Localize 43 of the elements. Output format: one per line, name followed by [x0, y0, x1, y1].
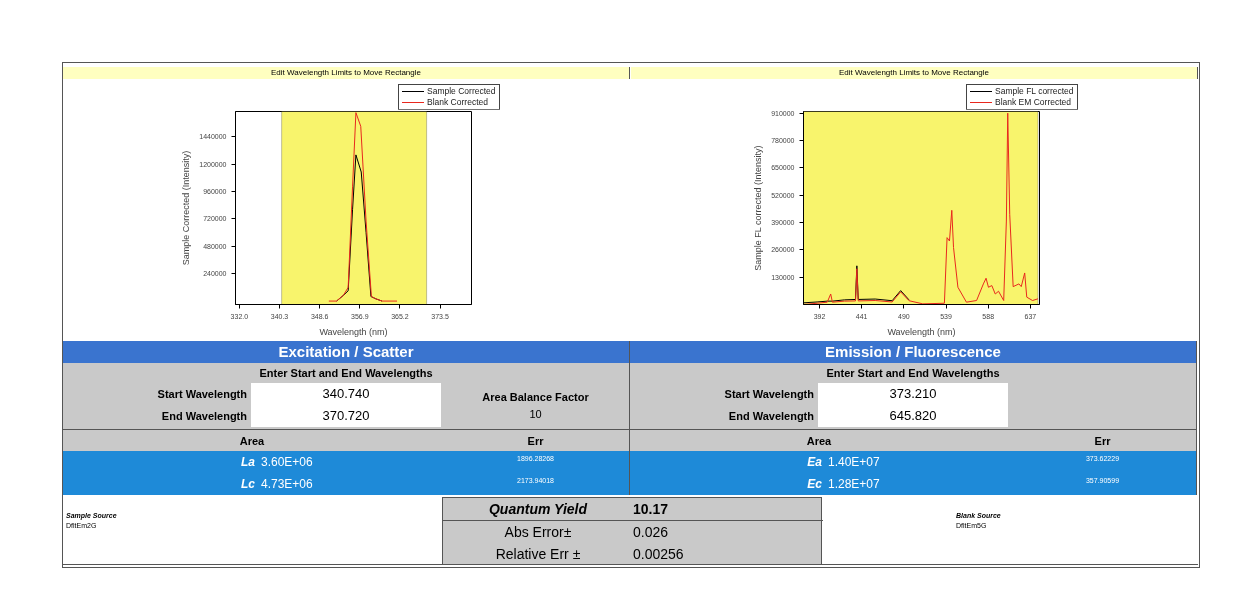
x-axis-title: Wavelength (nm) — [319, 326, 388, 337]
text: End Wavelength — [727, 409, 815, 424]
y-axis-title: Sample FL corrected (Intensity) — [753, 145, 764, 271]
text: Area Balance Factor — [481, 390, 590, 405]
text: Err — [526, 434, 545, 449]
text: Enter Start and End Wavelengths — [63, 363, 629, 383]
text: Quantum Yield — [443, 498, 633, 521]
text: Start Wavelength — [156, 387, 248, 402]
text: 370.720 — [251, 405, 441, 427]
text: 1.40E+07 — [828, 454, 881, 471]
text: 1.28E+07 — [828, 476, 881, 493]
chart-title: Edit Wavelength Limits to Move Rectangle — [631, 67, 1198, 79]
text: 0.026 — [633, 523, 670, 542]
text: 0.00256 — [633, 545, 685, 564]
chart-title: Edit Wavelength Limits to Move Rectangle — [63, 67, 630, 79]
x-axis-title: Wavelength (nm) — [887, 326, 956, 337]
text: 10 — [528, 407, 543, 422]
text: 10.17 — [633, 498, 823, 521]
text: Relative Err ± — [494, 545, 582, 564]
text: Area — [238, 434, 266, 449]
legend-label: Blank EM Corrected — [994, 97, 1073, 108]
text: 645.820 — [818, 405, 1008, 427]
text: Ea — [806, 454, 823, 471]
text: 340.740 — [251, 383, 441, 405]
text: Enter Start and End Wavelengths — [630, 363, 1196, 383]
text: Ec — [806, 476, 823, 493]
text: Emission / Fluorescence — [630, 341, 1196, 363]
text: Abs Error± — [503, 523, 573, 542]
text: Lc — [240, 476, 256, 493]
text: 4.73E+06 — [261, 476, 314, 493]
text: End Wavelength — [160, 409, 248, 424]
text: La — [240, 454, 256, 471]
text: Area — [805, 434, 833, 449]
legend-label: Sample FL corrected — [994, 86, 1074, 97]
legend-label: Sample Corrected — [426, 86, 496, 97]
text: 373.210 — [818, 383, 1008, 405]
text: Err — [1093, 434, 1112, 449]
legend-label: Blank Corrected — [426, 97, 489, 108]
line-series — [328, 112, 398, 302]
text: 3.60E+06 — [261, 454, 314, 471]
text: Start Wavelength — [723, 387, 815, 402]
y-axis-title: Sample Corrected (Intensity) — [181, 150, 192, 266]
text: Excitation / Scatter — [63, 341, 629, 363]
